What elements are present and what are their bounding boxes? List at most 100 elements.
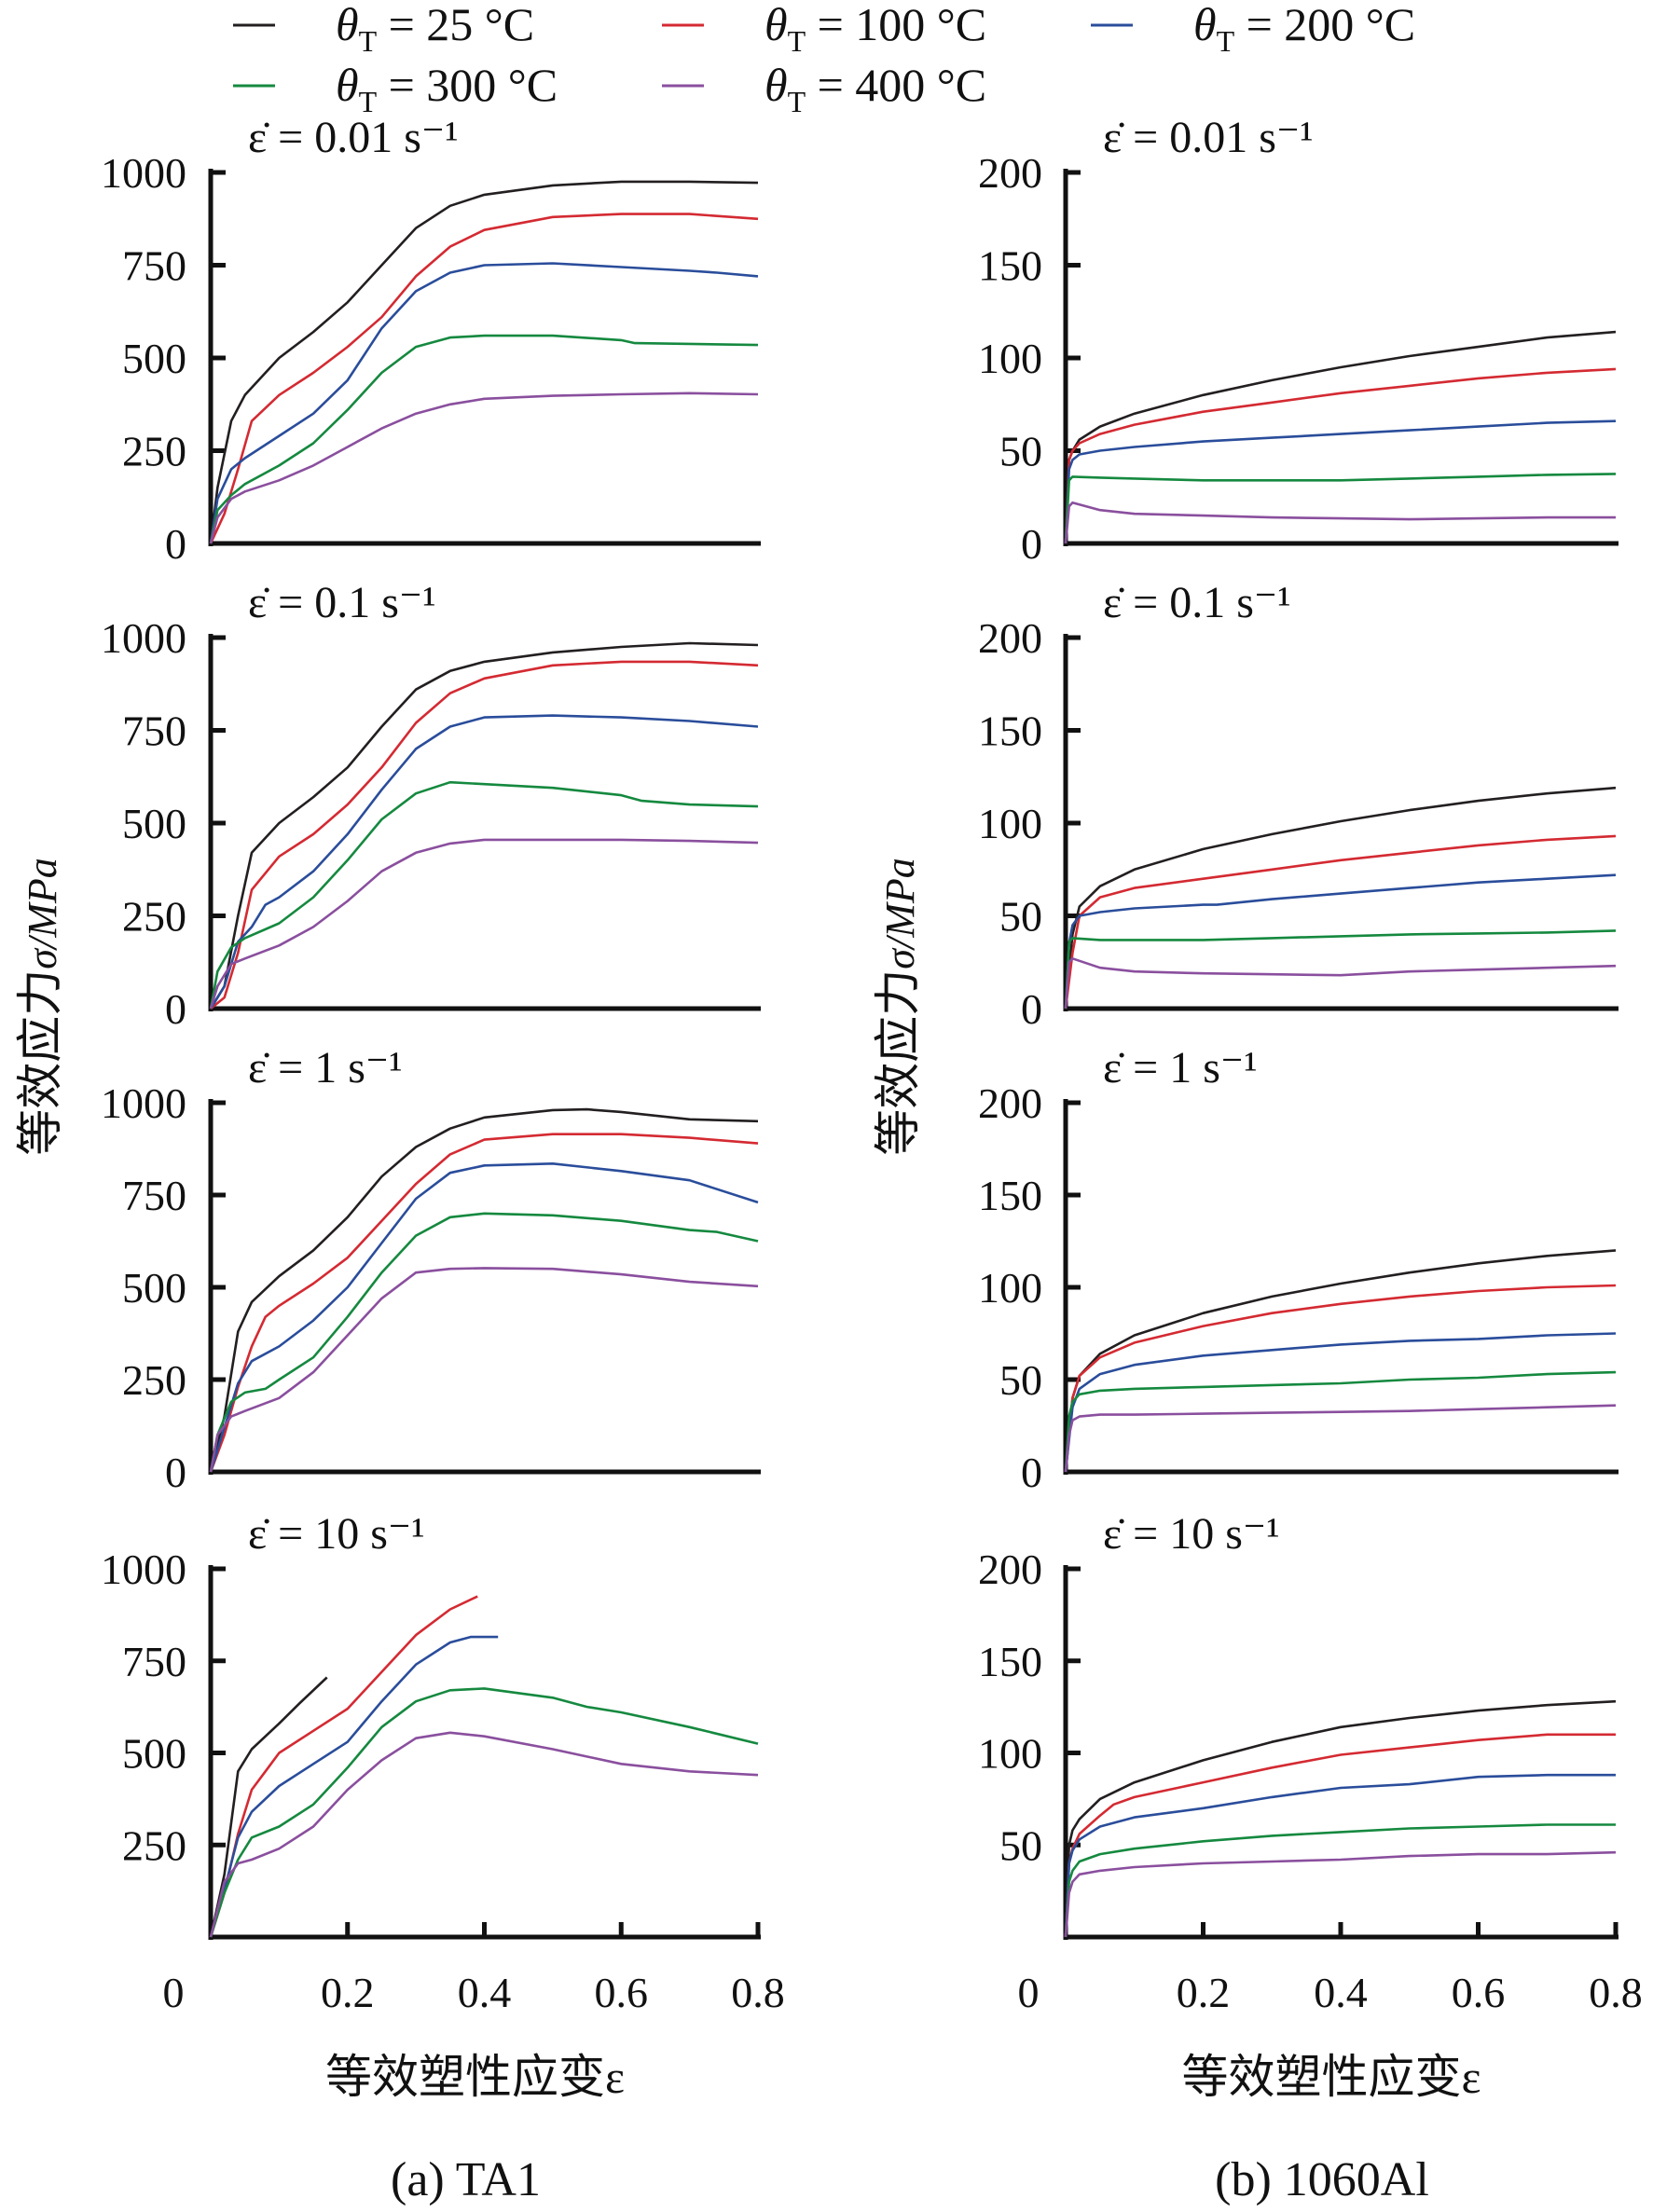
strain-rate-annotation: ε̇ = 0.01 s⁻¹ (1103, 113, 1314, 162)
x-tick-label: 0.8 (1589, 1969, 1643, 2016)
strain-rate-text: ε̇ = 10 s⁻¹ (248, 1509, 425, 1559)
y-tick-label: 500 (122, 1264, 186, 1312)
x-tick-label: 0.8 (731, 1969, 785, 2016)
legend-label: θT = 100 °C (765, 0, 986, 58)
series-line-2 (209, 213, 759, 544)
y-tick-label: 200 (978, 614, 1042, 662)
x-tick-label: 0.2 (1177, 1969, 1231, 2016)
y-tick-label: 250 (122, 428, 186, 475)
series-line-2 (209, 1595, 478, 1938)
series-line-4 (209, 1687, 759, 1938)
legend-var: θ (1193, 0, 1217, 50)
series-line-3 (1064, 1773, 1616, 1938)
strain-rate-annotation: ε̇ = 0.1 s⁻¹ (248, 578, 436, 627)
legend-item: θT = 200 °C (1091, 0, 1415, 58)
strain-rate-text: ε̇ = 10 s⁻¹ (1103, 1509, 1280, 1559)
legend-item: θT = 100 °C (662, 0, 986, 58)
y-tick-label: 150 (978, 708, 1042, 755)
y-tick-label: 250 (122, 1356, 186, 1404)
series-line-5 (1064, 957, 1617, 1010)
series-line-4 (209, 780, 759, 1010)
legend-label: θT = 200 °C (1193, 0, 1415, 58)
series-line-1 (1064, 1699, 1617, 1938)
series-line-2 (1064, 1284, 1617, 1473)
y-axis-title: 等效应力σ/MPa (872, 858, 924, 1155)
x-axis-title: 等效塑性应变ε (1182, 2051, 1481, 2103)
strain-rate-text: ε̇ = 0.01 s⁻¹ (1103, 113, 1314, 162)
y-tick-label: 150 (978, 1172, 1042, 1219)
series-line-1 (1064, 330, 1617, 544)
y-tick-label: 500 (122, 335, 186, 382)
y-axis-title-cn: 等效应力 (14, 969, 66, 1156)
y-tick-label: 50 (999, 1821, 1042, 1869)
y-axis-title-unit: σ/MPa (877, 858, 923, 969)
series-line-4 (209, 334, 759, 544)
series-line-2 (1064, 1733, 1616, 1938)
series-line-5 (1064, 1850, 1617, 1938)
y-tick-label: 750 (122, 1172, 186, 1219)
legend-var: θ (336, 59, 359, 111)
y-tick-label: 750 (122, 242, 186, 290)
y-tick-label: 0 (1021, 985, 1042, 1033)
strain-rate-annotation: ε̇ = 1 s⁻¹ (248, 1043, 403, 1092)
y-tick-label: 50 (999, 428, 1042, 475)
x-tick-label: 0 (1018, 1969, 1040, 2016)
y-tick-label: 100 (978, 800, 1042, 847)
y-tick-label: 200 (978, 1546, 1042, 1593)
legend-rest: = 100 °C (806, 0, 986, 50)
y-tick-label: 0 (165, 1449, 186, 1496)
legend-rest: = 400 °C (806, 59, 986, 111)
legend-sub: T (788, 85, 806, 118)
legend: θT = 25 °C θT = 100 °C θT = 200 °CθT = 300… (233, 0, 1415, 118)
panel-TA1-0.1: 0 250 500 750 1000 ε̇ = 0.1 s⁻¹ (101, 578, 761, 1033)
series-line-2 (1064, 367, 1617, 544)
y-tick-label: 1000 (101, 1546, 186, 1593)
legend-sub: T (359, 24, 378, 58)
x-tick-label: 0.2 (321, 1969, 375, 2016)
panel-1060Al-0.01: 0 50 100 150 200 ε̇ = 0.01 s⁻¹ (978, 113, 1619, 568)
series-line-2 (210, 660, 759, 1010)
legend-sub: T (1217, 24, 1235, 58)
y-tick-label: 1000 (101, 1079, 186, 1127)
y-tick-label: 500 (122, 800, 186, 847)
legend-label: θT = 400 °C (765, 59, 986, 118)
y-axis-title-cn: 等效应力 (872, 969, 924, 1156)
x-axis-title: 等效塑性应变ε (325, 2051, 625, 2103)
strain-rate-annotation: ε̇ = 10 s⁻¹ (248, 1509, 425, 1559)
y-tick-label: 250 (122, 1821, 186, 1869)
series-line-5 (209, 392, 759, 544)
series-line-1 (209, 641, 759, 1010)
y-tick-label: 100 (978, 1264, 1042, 1312)
legend-var: θ (336, 0, 359, 50)
y-tick-label: 200 (978, 149, 1042, 197)
y-tick-label: 0 (165, 520, 186, 568)
strain-rate-annotation: ε̇ = 0.1 s⁻¹ (1103, 578, 1291, 627)
y-tick-label: 1000 (101, 614, 186, 662)
strain-rate-text: ε̇ = 1 s⁻¹ (1103, 1043, 1258, 1092)
series-line-1 (209, 1107, 759, 1473)
legend-sub: T (359, 85, 378, 118)
subfigure-caption: (a) TA1 (391, 2153, 541, 2206)
y-tick-label: 50 (999, 1356, 1042, 1404)
series-line-3 (209, 714, 759, 1010)
legend-rest: = 25 °C (377, 0, 534, 50)
x-axis-titles: 等效塑性应变ε (a) TA1 等效塑性应变ε (b) 1060Al (325, 2051, 1481, 2206)
series-line-4 (1064, 1823, 1616, 1938)
subfigure-caption: (b) 1060Al (1215, 2153, 1429, 2206)
panel-1060Al-0.1: 0 50 100 150 200 ε̇ = 0.1 s⁻¹ (978, 578, 1619, 1033)
series-line-3 (209, 1162, 759, 1473)
series-line-3 (209, 262, 759, 544)
y-tick-label: 0 (1021, 1449, 1042, 1496)
legend-sub: T (788, 24, 806, 58)
x-tick-label: 0.4 (458, 1969, 512, 2016)
series-line-5 (209, 1267, 759, 1473)
strain-rate-text: ε̇ = 0.1 s⁻¹ (248, 578, 436, 627)
legend-item: θT = 25 °C (233, 0, 534, 58)
legend-rest: = 200 °C (1234, 0, 1415, 50)
legend-var: θ (765, 59, 788, 111)
x-tick-label: 0.4 (1314, 1969, 1368, 2016)
series-line-4 (209, 1212, 759, 1473)
strain-rate-annotation: ε̇ = 0.01 s⁻¹ (248, 113, 459, 162)
